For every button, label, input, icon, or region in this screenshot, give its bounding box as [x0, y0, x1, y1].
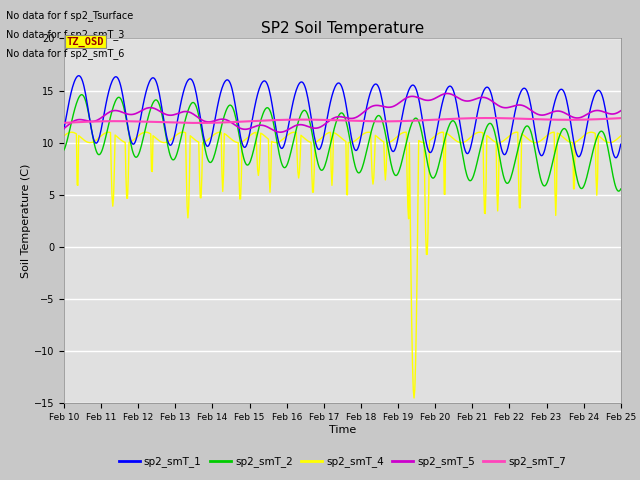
Text: No data for f sp2_Tsurface: No data for f sp2_Tsurface [6, 10, 134, 21]
sp2_smT_1 [75, 73, 83, 79]
sp2_smT_7 [214, 120, 222, 125]
sp2_smT_1 [617, 141, 625, 147]
sp2_smT_4 [439, 129, 447, 135]
sp2_smT_2 [78, 92, 86, 97]
sp2_smT_4 [214, 130, 221, 136]
sp2_smT_4 [428, 137, 435, 143]
sp2_smT_5 [444, 91, 451, 96]
sp2_smT_7 [60, 120, 68, 126]
sp2_smT_2 [614, 188, 622, 194]
sp2_smT_4 [410, 395, 418, 401]
Line: sp2_smT_5: sp2_smT_5 [64, 94, 621, 132]
Text: No data for f sp2_smT_3: No data for f sp2_smT_3 [6, 29, 125, 40]
sp2_smT_4 [127, 139, 135, 144]
sp2_smT_1 [428, 149, 435, 155]
sp2_smT_2 [70, 108, 78, 114]
sp2_smT_7 [428, 117, 435, 123]
sp2_smT_1 [60, 126, 68, 132]
sp2_smT_7 [484, 115, 492, 121]
sp2_smT_2 [128, 147, 136, 153]
X-axis label: Time: Time [329, 425, 356, 435]
sp2_smT_7 [617, 115, 625, 121]
sp2_smT_4 [70, 130, 78, 135]
sp2_smT_5 [428, 97, 435, 103]
sp2_smT_1 [411, 84, 419, 89]
sp2_smT_4 [411, 386, 419, 392]
sp2_smT_5 [127, 112, 135, 118]
sp2_smT_4 [60, 133, 68, 139]
sp2_smT_5 [184, 109, 192, 115]
Line: sp2_smT_4: sp2_smT_4 [64, 132, 621, 398]
sp2_smT_5 [60, 126, 68, 132]
sp2_smT_2 [428, 173, 435, 179]
sp2_smT_1 [70, 80, 78, 85]
Text: TZ_OSD: TZ_OSD [67, 36, 104, 47]
sp2_smT_7 [127, 119, 135, 124]
Text: No data for f sp2_smT_6: No data for f sp2_smT_6 [6, 48, 125, 59]
sp2_smT_2 [185, 106, 193, 112]
sp2_smT_2 [617, 186, 625, 192]
sp2_smT_1 [214, 100, 222, 106]
sp2_smT_1 [185, 77, 193, 83]
Line: sp2_smT_7: sp2_smT_7 [64, 118, 621, 123]
sp2_smT_2 [60, 147, 68, 153]
Y-axis label: Soil Temperature (C): Soil Temperature (C) [21, 164, 31, 278]
sp2_smT_1 [612, 155, 620, 161]
sp2_smT_5 [617, 108, 625, 114]
sp2_smT_5 [276, 129, 284, 135]
sp2_smT_5 [70, 118, 78, 124]
sp2_smT_1 [128, 141, 136, 146]
sp2_smT_4 [184, 215, 192, 221]
sp2_smT_4 [617, 133, 625, 139]
Line: sp2_smT_1: sp2_smT_1 [64, 76, 621, 158]
sp2_smT_7 [193, 120, 201, 126]
sp2_smT_2 [214, 138, 222, 144]
Legend: sp2_smT_1, sp2_smT_2, sp2_smT_4, sp2_smT_5, sp2_smT_7: sp2_smT_1, sp2_smT_2, sp2_smT_4, sp2_smT… [115, 452, 570, 471]
Title: SP2 Soil Temperature: SP2 Soil Temperature [260, 21, 424, 36]
sp2_smT_2 [411, 116, 419, 121]
sp2_smT_5 [411, 94, 419, 99]
sp2_smT_7 [70, 120, 78, 125]
sp2_smT_7 [184, 120, 192, 126]
sp2_smT_5 [214, 117, 221, 123]
sp2_smT_7 [411, 118, 419, 123]
Line: sp2_smT_2: sp2_smT_2 [64, 95, 621, 191]
